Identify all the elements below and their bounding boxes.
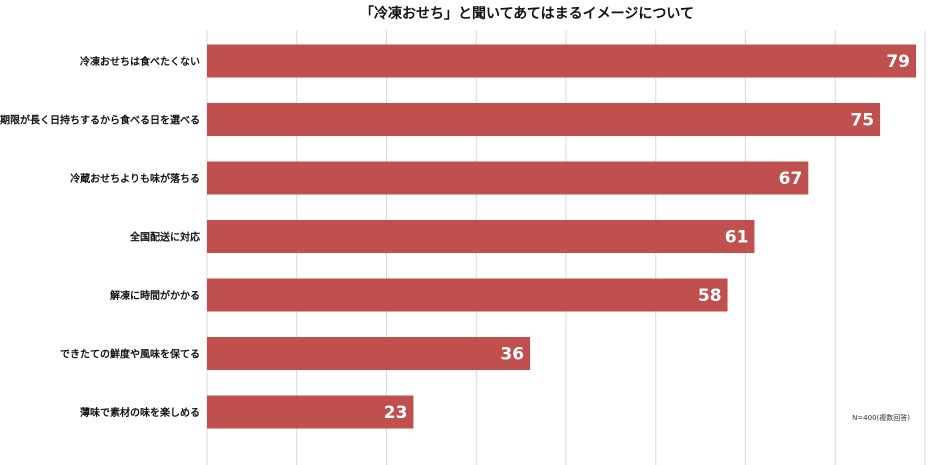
category-label: 冷蔵おせちよりも味が落ちる [70, 172, 200, 185]
category-label: 冷凍おせちは食べたくない [80, 55, 200, 68]
data-label: 67 [779, 169, 803, 189]
bar [207, 103, 881, 136]
bars: 79 75 67 61 58 36 23 [207, 44, 917, 429]
bar [207, 220, 755, 253]
category-label: 全国配送に対応 [129, 231, 200, 244]
category-label: 賞味期限が長く日持ちするから食べる日を選べる [0, 114, 200, 127]
bar [207, 337, 531, 370]
category-label: できたての鮮度や風味を保てる [60, 348, 200, 361]
category-label: 解凍に時間がかかる [110, 289, 200, 302]
category-label: 薄味で素材の味を楽しめる [80, 406, 200, 419]
chart-title: 「冷凍おせち」と聞いてあてはまるイメージについて [360, 5, 694, 22]
bar [207, 161, 809, 195]
bar [207, 278, 728, 312]
data-label: 36 [500, 345, 524, 365]
sample-size-note: N=400(複数回答) [852, 413, 910, 422]
data-label: 79 [886, 52, 910, 72]
bar [207, 395, 414, 429]
category-labels: 冷凍おせちは食べたくない賞味期限が長く日持ちするから食べる日を選べる冷蔵おせちよ… [0, 55, 200, 419]
bar [207, 44, 917, 78]
data-label: 23 [384, 403, 408, 423]
data-label: 75 [850, 111, 874, 131]
data-label: 61 [725, 228, 749, 248]
data-label: 58 [698, 286, 722, 306]
